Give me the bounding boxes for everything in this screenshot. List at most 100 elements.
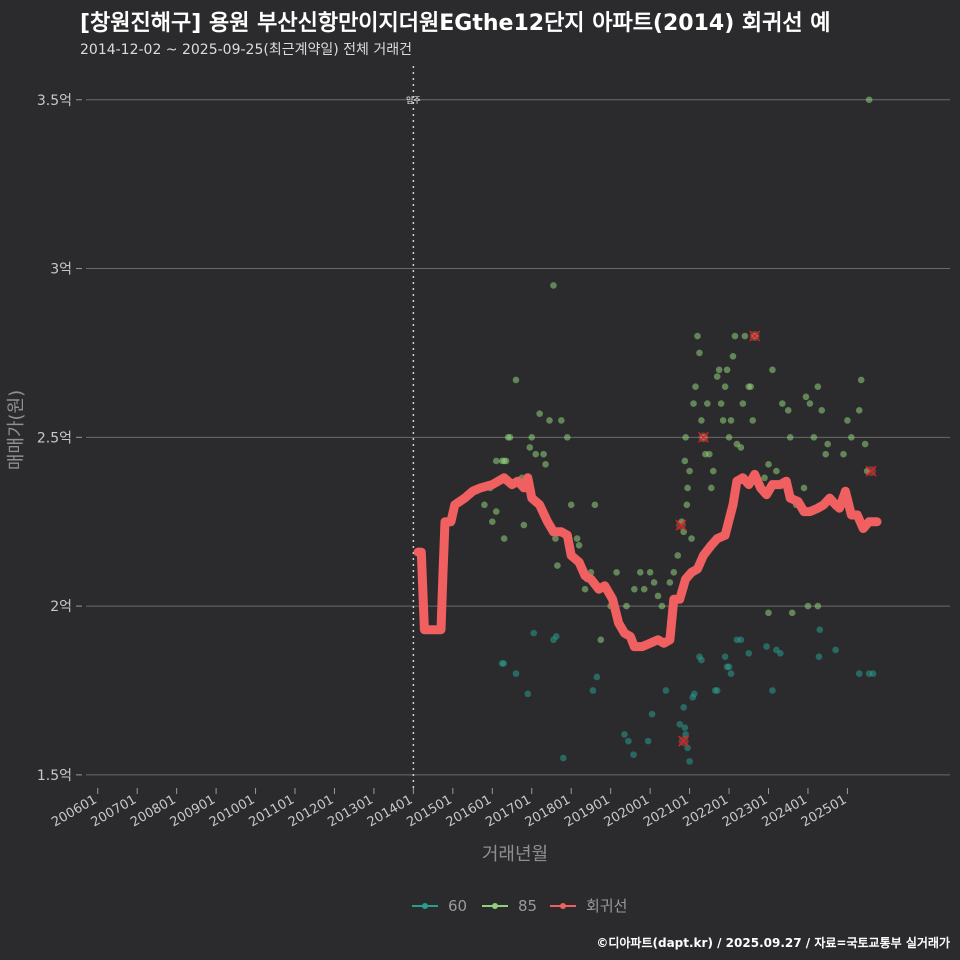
legend-dot-s85	[492, 903, 498, 909]
data-point-85	[814, 602, 822, 610]
data-point-85	[666, 579, 674, 586]
x-marker-stroke	[675, 519, 687, 531]
data-point-85	[804, 602, 812, 610]
data-point-60	[530, 629, 538, 637]
data-point-85	[526, 444, 534, 451]
data-point-85	[481, 501, 488, 509]
data-point-85	[658, 602, 666, 610]
data-point-85	[818, 407, 826, 414]
x-marker-stroke	[678, 735, 690, 747]
data-point-85	[779, 400, 786, 407]
data-point-85	[684, 484, 691, 492]
data-point-60	[725, 663, 733, 671]
data-point-60	[737, 636, 745, 644]
data-point-85	[492, 508, 500, 515]
data-point-85	[654, 592, 662, 600]
chart-subtitle: 2014-12-02 ~ 2025-09-25(최근계약일) 전체 거래건	[80, 42, 412, 58]
data-point-60	[698, 656, 705, 664]
data-point-85	[575, 542, 583, 549]
x-marker	[749, 330, 761, 342]
data-point-85	[723, 366, 731, 374]
data-point-85	[688, 535, 695, 542]
x-marker	[678, 735, 690, 747]
data-point-85	[631, 585, 638, 593]
data-point-60	[676, 720, 684, 728]
x-tick-label: 202501	[799, 792, 849, 830]
data-point-85	[623, 602, 630, 610]
data-point-85	[773, 467, 780, 475]
legend-label-s85: 85	[518, 897, 537, 915]
data-point-60	[662, 687, 670, 694]
data-point-85	[855, 407, 863, 414]
move-in-reference: 입주	[406, 66, 421, 790]
data-point-85	[765, 461, 772, 468]
data-point-85	[650, 579, 658, 586]
data-point-85	[822, 450, 830, 458]
data-point-85	[532, 450, 540, 458]
data-point-85	[492, 457, 500, 465]
data-point-85	[567, 501, 575, 509]
data-point-85	[640, 585, 648, 593]
data-point-85	[502, 457, 510, 465]
data-point-85	[540, 450, 547, 458]
data-point-60	[684, 744, 691, 752]
data-point-85	[692, 383, 699, 390]
chart-title: [창원진해구] 용원 부산신항만이지더원EGthe12단지 아파트(2014) …	[80, 11, 831, 36]
data-point-60	[691, 690, 698, 698]
data-point-60	[500, 660, 508, 667]
data-point-85	[707, 484, 715, 492]
data-point-85	[690, 400, 697, 407]
data-point-60	[713, 687, 721, 694]
data-point-60	[644, 737, 652, 745]
data-point-60	[589, 687, 597, 694]
data-point-85	[670, 569, 678, 576]
data-point-85	[706, 450, 713, 458]
data-point-85	[844, 417, 851, 424]
data-point-60	[682, 731, 689, 738]
reference-label: 입주	[406, 96, 421, 105]
data-point-85	[749, 417, 757, 424]
data-point-85	[784, 407, 792, 414]
data-point-60	[512, 670, 520, 677]
x-markers	[675, 330, 877, 747]
data-point-85	[865, 96, 873, 104]
x-marker	[675, 519, 687, 531]
y-tick-label: 3.5억	[37, 93, 72, 109]
data-point-85	[591, 501, 599, 509]
x-marker-stroke	[697, 431, 709, 443]
regression-line	[413, 469, 882, 652]
data-point-85	[727, 417, 735, 424]
data-point-85	[704, 400, 711, 407]
data-point-85	[715, 366, 723, 374]
data-point-85	[682, 434, 689, 441]
data-point-60	[560, 754, 567, 762]
regression-layer	[413, 469, 882, 652]
data-point-85	[861, 440, 869, 448]
data-point-60	[745, 650, 753, 657]
data-point-85	[552, 535, 559, 542]
data-point-60	[621, 731, 628, 738]
data-point-85	[694, 332, 701, 340]
data-point-85	[810, 434, 818, 441]
data-point-60	[593, 673, 601, 681]
data-point-85	[646, 569, 654, 576]
data-point-85	[731, 332, 739, 340]
data-point-60	[869, 670, 877, 677]
data-point-85	[719, 417, 727, 424]
x-marker-stroke	[865, 465, 877, 477]
data-point-85	[674, 552, 682, 559]
data-point-85	[717, 400, 725, 407]
data-point-85	[857, 376, 865, 384]
data-point-60	[680, 704, 687, 711]
data-point-85	[542, 461, 549, 468]
y-axis-ticks: 1.5억 2억 2.5억 3억 3.5억	[37, 93, 82, 784]
data-point-60	[681, 724, 689, 731]
data-point-85	[546, 417, 553, 424]
y-axis-title: 매매가(원)	[6, 390, 27, 470]
data-point-60	[816, 626, 824, 634]
legend-dot-reg	[560, 903, 566, 909]
x-marker	[865, 465, 877, 477]
x-axis-ticks: 2006012007012008012009012010012011012012…	[49, 788, 849, 830]
data-point-85	[739, 400, 747, 407]
